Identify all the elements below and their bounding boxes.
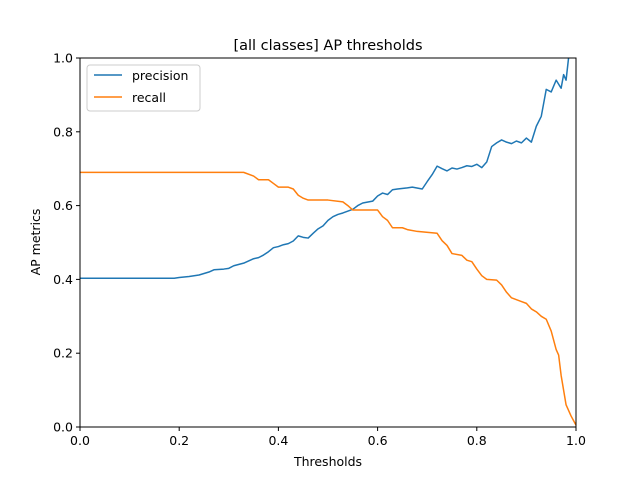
x-tick-label: 0.2	[169, 433, 189, 448]
legend: precision recall	[86, 64, 201, 112]
series-lines	[80, 57, 577, 426]
x-tick-label: 0.4	[268, 433, 288, 448]
x-axis-label: Thresholds	[293, 454, 362, 469]
y-axis-label: AP metrics	[28, 209, 43, 276]
x-axis-ticks: 0.0 0.2 0.4 0.6 0.8 1.0	[70, 427, 586, 448]
legend-box	[86, 64, 201, 112]
legend-label-precision: precision	[132, 68, 188, 83]
x-tick-label: 1.0	[566, 433, 586, 448]
legend-label-recall: recall	[132, 90, 166, 105]
plot-area-frame	[79, 57, 577, 428]
y-tick-label: 0.6	[53, 198, 73, 213]
x-tick-label: 0.8	[467, 433, 487, 448]
y-tick-label: 0.8	[53, 124, 73, 139]
y-tick-label: 0.4	[53, 272, 73, 287]
series-line-recall	[80, 171, 577, 426]
y-tick-label: 0.0	[53, 420, 73, 435]
y-tick-label: 1.0	[53, 51, 73, 66]
chart-title: [all classes] AP thresholds	[233, 38, 422, 54]
x-tick-label: 0.0	[70, 433, 90, 448]
y-axis-ticks: 0.0 0.2 0.4 0.6 0.8 1.0	[53, 51, 80, 435]
x-tick-label: 0.6	[368, 433, 388, 448]
series-line-precision	[80, 57, 570, 280]
y-tick-label: 0.2	[53, 346, 73, 361]
